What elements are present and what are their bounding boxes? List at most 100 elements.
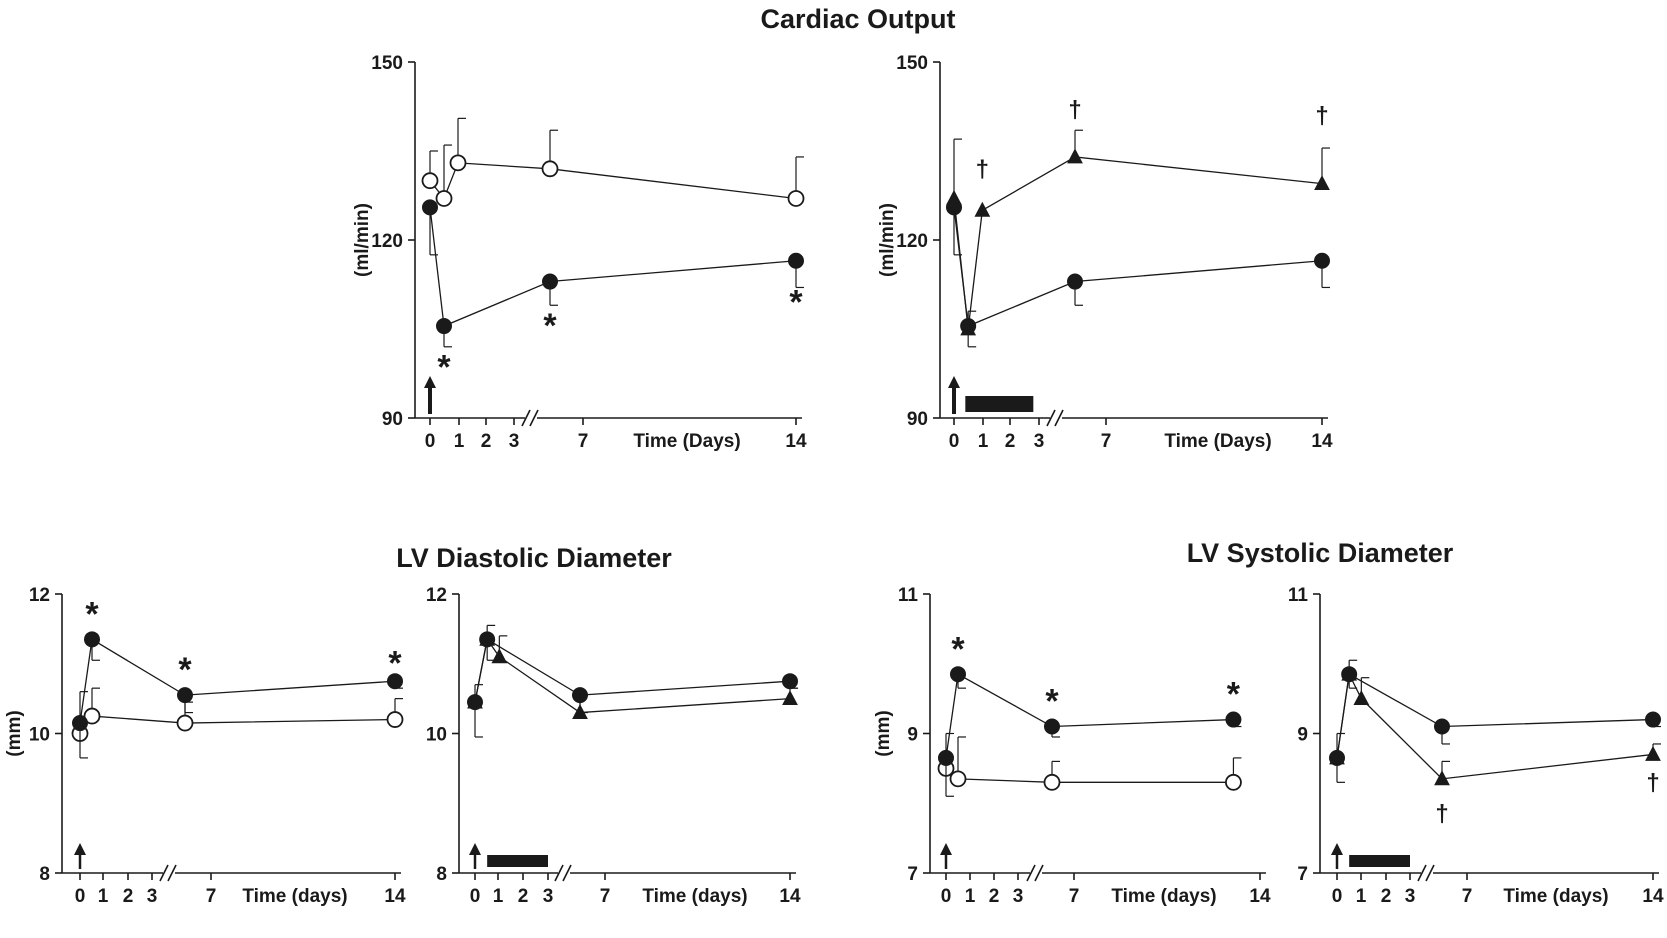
axis-break-mark bbox=[1026, 864, 1036, 882]
x-tick-label: 14 bbox=[1249, 886, 1271, 907]
series-filled-triangle bbox=[1329, 659, 1661, 786]
series-line bbox=[945, 767, 1234, 783]
filled-circle-marker bbox=[782, 673, 798, 690]
x-tick-label: 1 bbox=[454, 431, 465, 452]
x-axis-label: Time (Days) bbox=[1164, 431, 1271, 452]
chart-panel-lvs-left: 7 9 11 0 1 2 3 7 14 Time (days) (mm) * * * bbox=[873, 585, 1271, 907]
series-line bbox=[474, 638, 791, 703]
filled-triangle-marker bbox=[1353, 690, 1370, 706]
filled-triangle-marker bbox=[1645, 745, 1661, 761]
y-axis-label: (ml/min) bbox=[877, 203, 898, 277]
filled-circle-marker bbox=[542, 273, 558, 290]
filled-triangle-marker bbox=[1434, 770, 1450, 786]
filled-circle-marker bbox=[72, 715, 88, 732]
filled-circle-marker bbox=[387, 673, 403, 690]
filled-triangle-marker bbox=[1067, 148, 1083, 164]
series-filled-circle bbox=[1329, 666, 1661, 783]
open-circle-marker bbox=[176, 714, 194, 732]
x-tick-label: 1 bbox=[493, 886, 504, 907]
significance-asterisk: * bbox=[1045, 683, 1059, 721]
significance-asterisk: * bbox=[388, 644, 402, 682]
x-tick-label: 0 bbox=[425, 431, 436, 452]
x-tick-label: 1 bbox=[98, 886, 109, 907]
x-tick-label: 7 bbox=[1101, 431, 1112, 452]
x-tick-label: 7 bbox=[206, 886, 217, 907]
up-arrow-head-icon bbox=[948, 376, 960, 388]
series-filled-triangle bbox=[946, 129, 1330, 336]
series-open-circle bbox=[71, 687, 404, 742]
x-tick-label: 3 bbox=[1034, 431, 1045, 452]
chart-panel-co-left: 90 120 150 0 1 2 3 7 14 Time (Days) (ml/min) * * * bbox=[352, 53, 807, 452]
y-axis-label: (mm) bbox=[873, 710, 894, 756]
filled-triangle-marker bbox=[491, 648, 508, 664]
x-tick-label: 0 bbox=[75, 886, 86, 907]
open-circle-marker bbox=[435, 190, 453, 207]
filled-circle-marker bbox=[436, 318, 452, 335]
x-tick-label: 2 bbox=[1005, 431, 1016, 452]
axis-break-mark bbox=[529, 409, 539, 427]
x-tick-label: 7 bbox=[1069, 886, 1080, 907]
up-arrow-head-icon bbox=[424, 376, 436, 388]
significance-dagger: † bbox=[1435, 801, 1448, 828]
series-filled-circle bbox=[422, 199, 804, 348]
filled-triangle-marker bbox=[467, 693, 483, 709]
series-open-circle bbox=[421, 117, 805, 207]
open-circle-marker bbox=[787, 190, 805, 207]
series-line bbox=[953, 207, 1323, 327]
x-tick-label: 3 bbox=[147, 886, 158, 907]
x-tick-label: 7 bbox=[578, 431, 589, 452]
y-tick-label: 150 bbox=[896, 53, 928, 74]
y-tick-label: 90 bbox=[382, 409, 403, 430]
significance-asterisk: * bbox=[951, 630, 965, 668]
y-tick-label: 12 bbox=[426, 585, 447, 606]
x-axis-label: Time (days) bbox=[242, 886, 347, 907]
y-tick-label: 11 bbox=[898, 585, 919, 606]
x-tick-label: 14 bbox=[1642, 886, 1664, 907]
significance-asterisk: * bbox=[85, 595, 99, 633]
up-arrow-head-icon bbox=[1331, 843, 1343, 855]
open-circle-marker bbox=[449, 154, 467, 172]
series-line bbox=[79, 715, 396, 734]
significance-dagger: † bbox=[1068, 96, 1081, 123]
y-tick-label: 9 bbox=[907, 725, 918, 746]
open-circle-marker bbox=[1043, 773, 1061, 791]
x-tick-label: 14 bbox=[779, 886, 801, 907]
series-line bbox=[945, 673, 1234, 759]
filled-triangle-marker bbox=[572, 704, 588, 719]
series-line bbox=[429, 162, 797, 200]
y-tick-label: 90 bbox=[907, 409, 928, 430]
y-tick-label: 150 bbox=[371, 53, 403, 74]
filled-circle-marker bbox=[938, 749, 954, 766]
y-tick-label: 120 bbox=[896, 231, 928, 252]
treatment-bar bbox=[487, 855, 548, 867]
y-axis-label: (mm) bbox=[4, 710, 25, 756]
axis-break-mark bbox=[167, 864, 177, 882]
x-tick-label: 7 bbox=[600, 886, 611, 907]
x-axis-label: Time (days) bbox=[642, 886, 747, 907]
title-lv-diastolic: LV Diastolic Diameter bbox=[396, 543, 672, 573]
up-arrow-head-icon bbox=[74, 843, 86, 855]
treatment-bar bbox=[1349, 855, 1410, 867]
chart-panel-lvs-right: 7 9 11 0 1 2 3 7 14 Time (days) † † bbox=[1288, 585, 1664, 907]
x-tick-label: 0 bbox=[1332, 886, 1343, 907]
x-tick-label: 0 bbox=[941, 886, 952, 907]
series-line bbox=[429, 207, 797, 327]
axis-break-mark bbox=[1046, 409, 1056, 427]
up-arrow-head-icon bbox=[469, 843, 481, 855]
series-line bbox=[474, 637, 791, 714]
y-tick-label: 10 bbox=[29, 725, 50, 746]
x-axis-label: Time (days) bbox=[1111, 886, 1216, 907]
y-tick-label: 7 bbox=[1297, 864, 1308, 885]
filled-circle-marker bbox=[177, 687, 193, 704]
series-line bbox=[79, 638, 396, 724]
significance-dagger: † bbox=[976, 156, 989, 183]
y-tick-label: 8 bbox=[39, 864, 50, 885]
filled-triangle-marker bbox=[1341, 665, 1358, 681]
up-arrow-head-icon bbox=[940, 843, 952, 855]
filled-circle-marker bbox=[788, 252, 804, 269]
filled-circle-marker bbox=[1067, 273, 1083, 290]
axis-break-mark bbox=[562, 864, 572, 882]
